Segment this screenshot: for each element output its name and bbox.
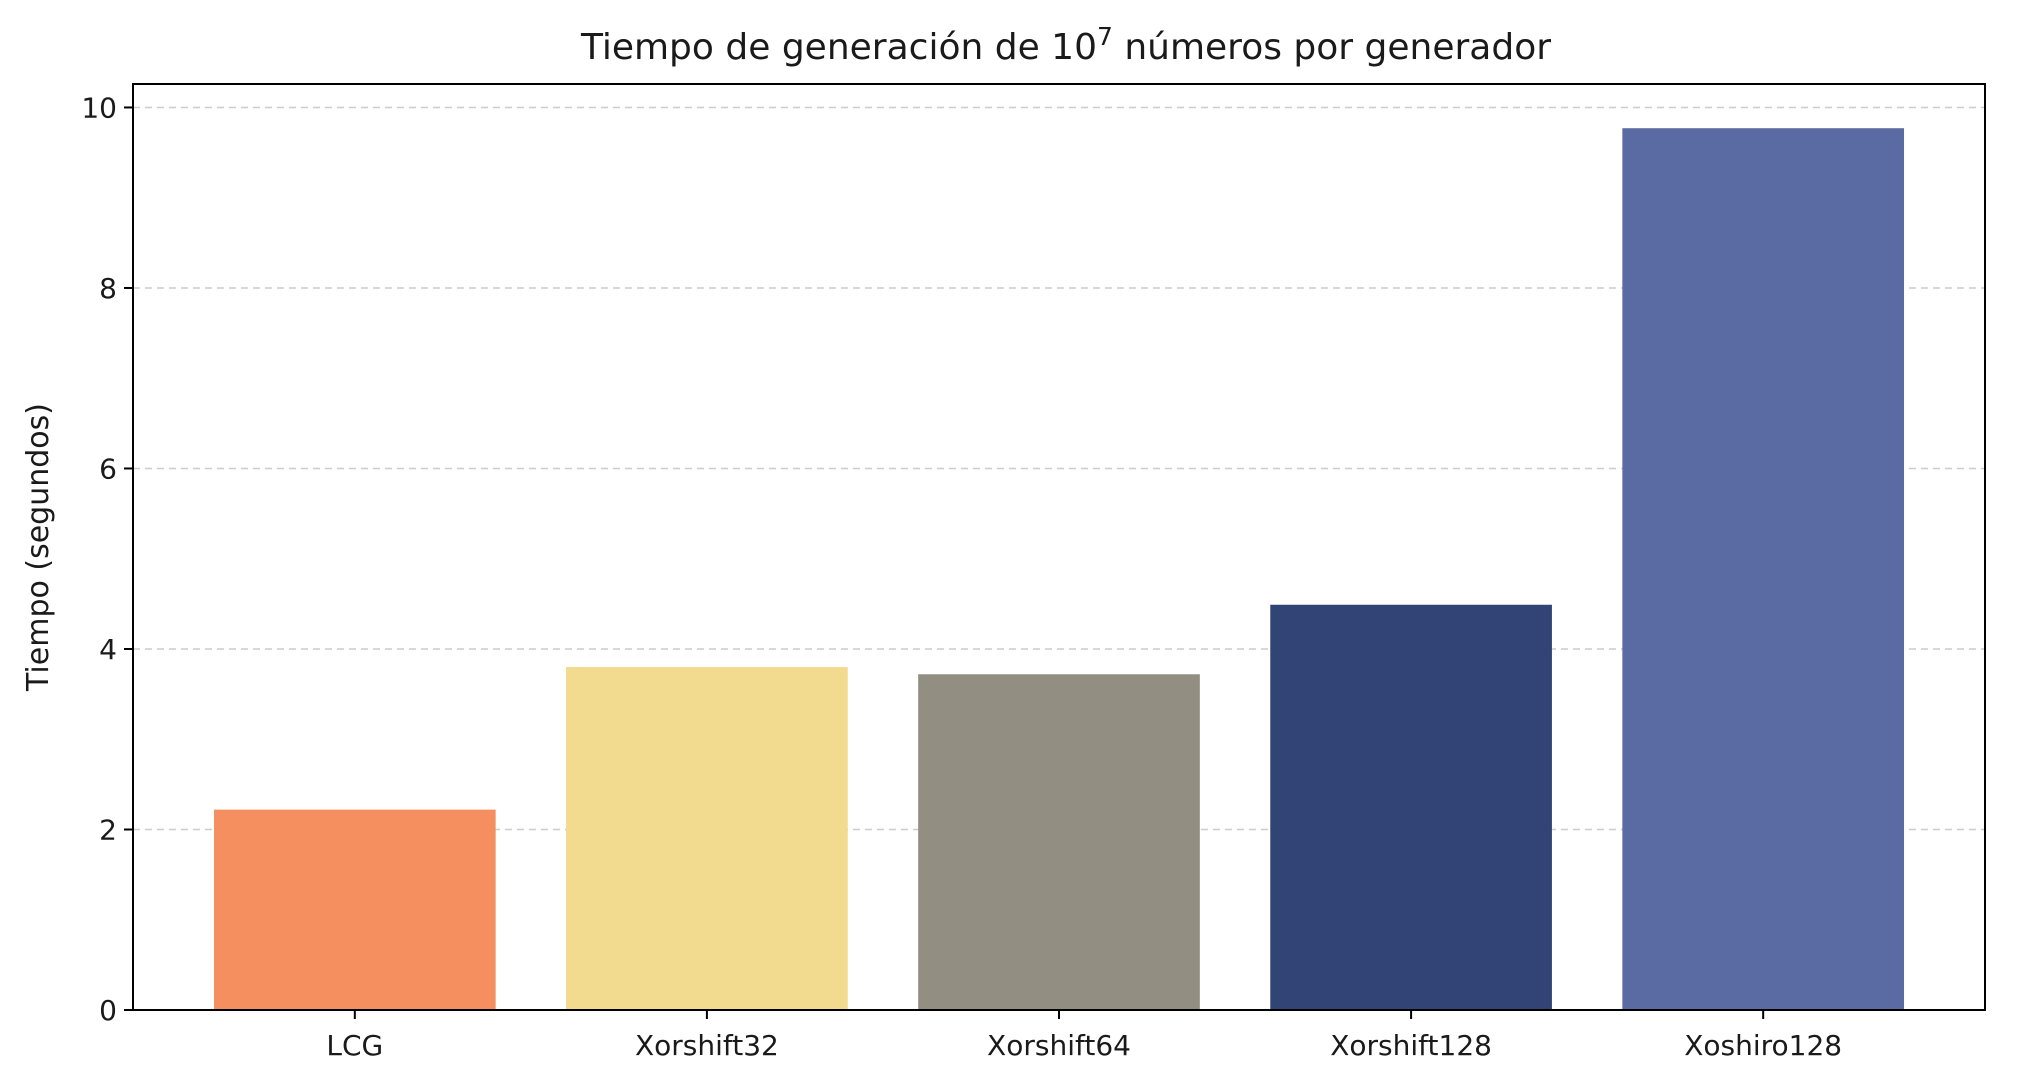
- bar-xorshift32: [566, 667, 848, 1010]
- y-tick-label: 8: [99, 272, 117, 305]
- x-tick-label: Xorshift32: [635, 1029, 779, 1062]
- x-tick-label: LCG: [326, 1029, 383, 1062]
- x-tick-label: Xorshift128: [1330, 1029, 1492, 1062]
- y-tick-label: 2: [99, 813, 117, 846]
- bar-lcg: [213, 809, 496, 1010]
- y-axis-ticks: 0 2 4 6 8 10: [81, 91, 133, 1027]
- bar-xorshift128: [1270, 604, 1552, 1010]
- y-tick-label: 10: [81, 91, 117, 124]
- bar-xoshiro128: [1622, 128, 1905, 1010]
- x-tick-label: Xorshift64: [987, 1029, 1131, 1062]
- x-tick-label: Xoshiro128: [1684, 1029, 1842, 1062]
- x-axis-ticks: LCG Xorshift32 Xorshift64 Xorshift128 Xoshir…: [326, 1010, 1842, 1062]
- chart-title: Tiempo de generación de 107 números por …: [580, 22, 1551, 68]
- bars: [213, 128, 1905, 1010]
- y-axis-label: Tiempo (segundos): [21, 403, 56, 692]
- bar-xorshift64: [918, 674, 1200, 1010]
- y-tick-label: 0: [99, 994, 117, 1027]
- y-tick-label: 4: [99, 633, 117, 666]
- y-tick-label: 6: [99, 452, 117, 485]
- chart-title-superscript: 7: [1097, 22, 1113, 51]
